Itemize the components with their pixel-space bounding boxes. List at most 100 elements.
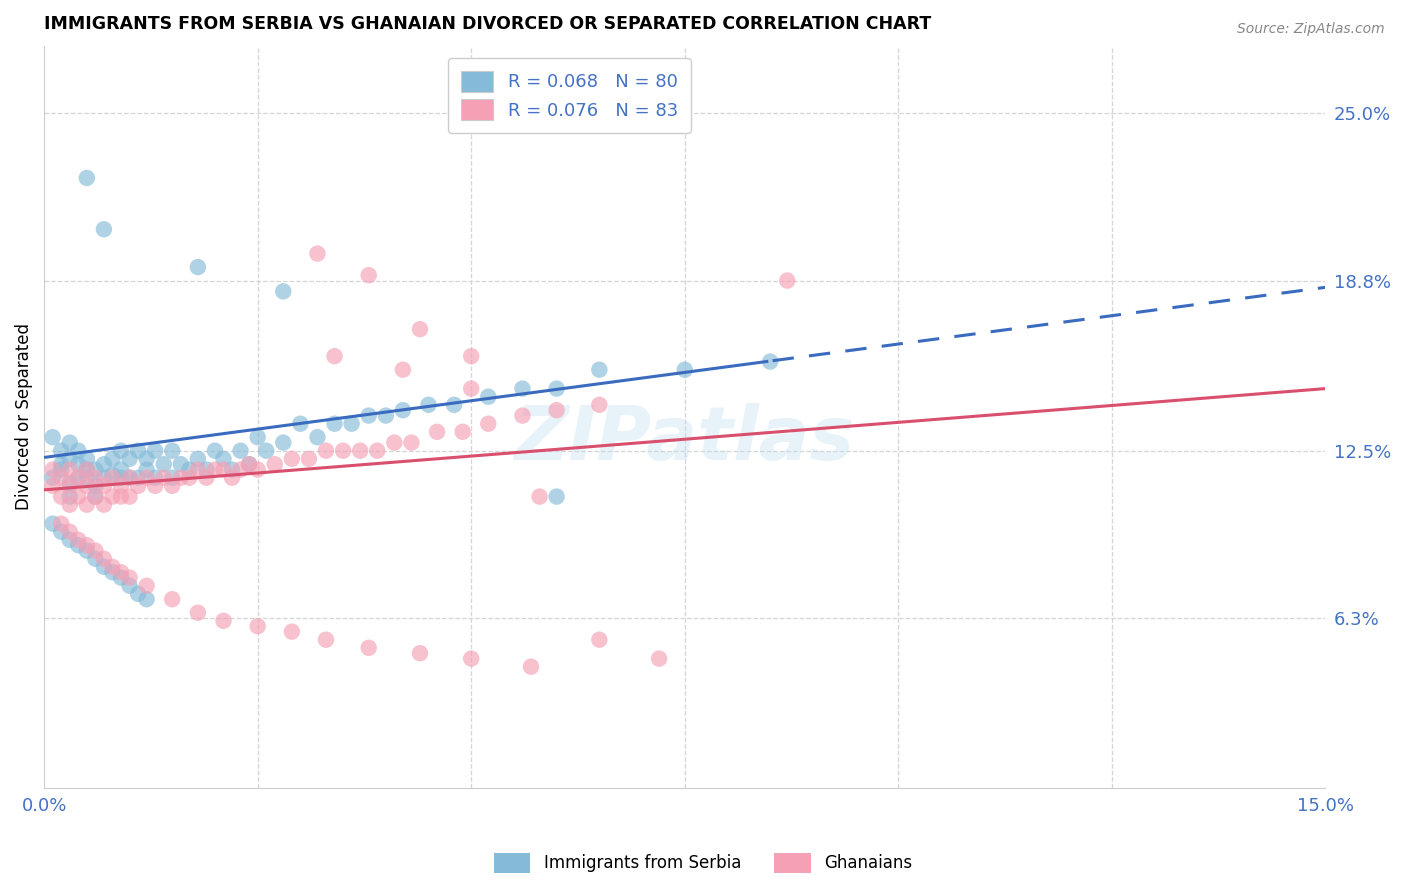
Point (673, 362, 696, 376)
Point (118, 579, 141, 593)
Point (162, 479, 184, 493)
Point (229, 462, 252, 476)
Point (246, 430, 269, 444)
Point (93, 551, 115, 566)
Point (212, 614, 235, 628)
Point (84, 490, 107, 504)
Point (546, 382, 568, 396)
Point (409, 322, 432, 336)
Point (135, 579, 157, 593)
Point (76, 451, 98, 466)
Text: IMMIGRANTS FROM SERBIA VS GHANAIAN DIVORCED OR SEPARATED CORRELATION CHART: IMMIGRANTS FROM SERBIA VS GHANAIAN DIVOR… (44, 15, 931, 33)
Point (127, 443, 149, 458)
Point (759, 354, 782, 368)
Point (76, 171, 98, 186)
Point (101, 468, 124, 483)
Point (59, 462, 82, 476)
Point (101, 565, 124, 579)
Point (76, 498, 98, 512)
Point (127, 479, 149, 493)
Point (93, 559, 115, 574)
Point (477, 417, 499, 431)
Point (520, 659, 543, 673)
Point (51, 516, 73, 531)
Point (67, 538, 90, 552)
Point (76, 462, 98, 476)
Point (41, 462, 63, 476)
Point (204, 443, 226, 458)
Point (59, 476, 82, 491)
Point (212, 451, 235, 466)
Point (254, 443, 277, 458)
Point (93, 498, 115, 512)
Point (118, 490, 141, 504)
Point (59, 451, 82, 466)
Point (59, 479, 82, 493)
Point (162, 592, 184, 607)
Point (263, 457, 285, 471)
Point (588, 632, 610, 647)
Point (281, 624, 304, 639)
Point (118, 451, 141, 466)
Point (357, 268, 380, 283)
Point (110, 490, 132, 504)
Point (51, 457, 73, 471)
Point (84, 551, 107, 566)
Point (84, 543, 107, 558)
Point (187, 606, 209, 620)
Point (221, 471, 243, 485)
Point (588, 362, 610, 376)
Point (246, 462, 269, 476)
Point (51, 443, 73, 458)
Point (426, 425, 449, 439)
Point (135, 471, 157, 485)
Point (451, 425, 474, 439)
Point (460, 349, 482, 363)
Point (187, 462, 209, 476)
Text: Source: ZipAtlas.com: Source: ZipAtlas.com (1237, 22, 1385, 37)
Point (41, 471, 63, 485)
Point (162, 471, 184, 485)
Point (110, 443, 132, 458)
Point (512, 409, 534, 423)
Point (59, 435, 82, 450)
Point (221, 462, 243, 476)
Point (84, 471, 107, 485)
Point (135, 451, 157, 466)
Point (298, 451, 321, 466)
Point (59, 490, 82, 504)
Point (127, 471, 149, 485)
Point (443, 398, 465, 412)
Point (135, 592, 157, 607)
Point (290, 417, 312, 431)
Legend: Immigrants from Serbia, Ghanaians: Immigrants from Serbia, Ghanaians (486, 847, 920, 880)
Y-axis label: Divorced or Separated: Divorced or Separated (15, 324, 32, 510)
Point (392, 403, 415, 417)
Point (162, 443, 184, 458)
Point (51, 490, 73, 504)
Text: ZIPatlas: ZIPatlas (515, 402, 855, 475)
Point (93, 222, 115, 236)
Point (323, 349, 346, 363)
Point (84, 479, 107, 493)
Point (143, 479, 166, 493)
Point (135, 462, 157, 476)
Point (41, 516, 63, 531)
Point (179, 471, 201, 485)
Point (143, 471, 166, 485)
Point (401, 435, 423, 450)
Point (271, 285, 294, 299)
Point (212, 462, 235, 476)
Point (118, 471, 141, 485)
Point (366, 443, 388, 458)
Point (418, 398, 440, 412)
Point (307, 246, 329, 260)
Point (170, 457, 193, 471)
Point (349, 443, 371, 458)
Point (512, 382, 534, 396)
Point (93, 457, 115, 471)
Point (101, 559, 124, 574)
Point (67, 533, 90, 547)
Point (382, 435, 405, 450)
Point (529, 490, 551, 504)
